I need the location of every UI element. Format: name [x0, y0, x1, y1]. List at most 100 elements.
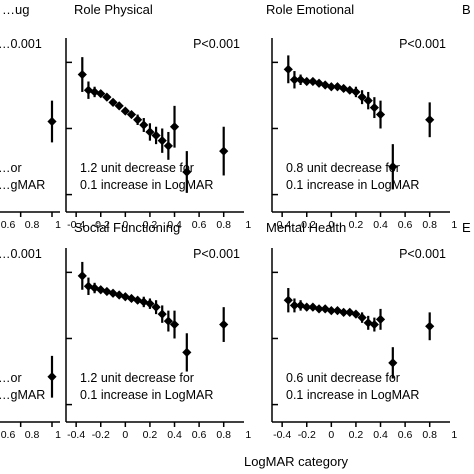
x-tick-label: 0.8 — [422, 219, 437, 231]
panel-right-bottom: E — [462, 220, 471, 235]
data-point — [357, 313, 367, 323]
data-point — [332, 306, 343, 316]
x-tick-label: 0.2 — [349, 429, 364, 441]
x-tick-label: 0.2 — [143, 219, 158, 231]
data-point — [77, 271, 87, 281]
data-point — [339, 307, 349, 317]
x-tick-label: 0.8 — [216, 219, 231, 231]
data-point — [83, 85, 94, 95]
data-point — [102, 92, 112, 102]
data-point — [375, 109, 386, 120]
p-value-label: …0.001 — [0, 247, 42, 261]
data-point — [375, 314, 386, 324]
data-point — [326, 306, 336, 316]
data-point — [357, 92, 367, 102]
data-point — [157, 309, 167, 319]
x-tick-label: 0.4 — [373, 219, 388, 231]
p-value-label: P<0.001 — [399, 247, 446, 261]
data-point — [289, 300, 300, 311]
data-point — [108, 97, 118, 107]
x-tick-label: 0.2 — [349, 219, 364, 231]
x-tick-label: 0 — [122, 429, 128, 441]
data-point — [314, 304, 324, 314]
annotation-line: 0.1 increase in LogMAR — [80, 178, 213, 192]
panel-title: Role Emotional — [266, 2, 354, 17]
data-point — [182, 167, 192, 177]
data-point — [120, 106, 130, 116]
x-tick-label: -0.4 — [273, 219, 291, 231]
p-value-label: P<0.001 — [193, 247, 240, 261]
data-point — [133, 115, 143, 125]
data-point — [151, 302, 161, 312]
x-tick-label: -0.4 — [67, 219, 85, 231]
data-point — [163, 141, 173, 151]
data-point — [157, 136, 167, 146]
x-tick-label: 0.6 — [398, 429, 413, 441]
x-tick-label: 0.8 — [216, 429, 231, 441]
x-tick-label: 0.4 — [167, 219, 182, 231]
data-point — [139, 120, 149, 130]
panel-title: B — [462, 2, 471, 17]
panel-role-physical: Role Physical -0.4 -0.2 0 0.2 0.4 0.6 0.8 1 P<0.0… — [65, 2, 251, 231]
data-point — [89, 283, 100, 293]
annotation-line: 0.6 unit decrease for — [286, 371, 400, 385]
x-tick-label: 1 — [245, 219, 251, 231]
x-tick-label: 0.2 — [143, 429, 158, 441]
data-point — [425, 115, 435, 125]
panel-mental-health: Mental Health-0.4 -0.2 0 0.2 0.4 0.6 0.8 1P<0.0… — [266, 220, 457, 441]
x-tick-label: 0.4 — [167, 429, 182, 441]
x-tick-label: 0.6 — [1, 219, 16, 231]
x-tick-label: -0.2 — [298, 429, 316, 441]
data-point — [77, 69, 87, 80]
data-point — [145, 127, 155, 137]
x-tick-label: 1 — [55, 429, 61, 441]
data-point — [120, 292, 130, 302]
data-point — [308, 302, 318, 312]
x-tick-label: 0.8 — [422, 429, 437, 441]
data-point — [163, 316, 173, 326]
data-point — [308, 76, 318, 87]
annotation-line: 0.1 increase in LogMAR — [286, 178, 419, 192]
x-axis-title: LogMAR category — [244, 454, 349, 469]
data-point — [145, 299, 155, 309]
x-tick-label: 0 — [122, 219, 128, 231]
x-tick-label: 1 — [451, 219, 457, 231]
panel-right-top: B — [462, 2, 471, 17]
p-value-label: P<0.001 — [193, 37, 240, 51]
data-point — [351, 309, 361, 319]
x-tick-label: 0.6 — [398, 219, 413, 231]
x-tick-label: -0.2 — [298, 219, 316, 231]
data-point — [326, 82, 336, 92]
data-point — [302, 302, 312, 312]
data-point — [126, 109, 137, 120]
panel-title: Social Functioning — [74, 220, 180, 235]
panel-left-top: …ug 0.6 0.8 1 …0.001 …or …gMAR — [0, 2, 61, 231]
data-point — [169, 122, 180, 132]
annotation-line: 1.2 unit decrease for — [80, 371, 194, 385]
x-tick-label: 0.8 — [25, 219, 40, 231]
annotation-line: 0.1 increase in LogMAR — [80, 388, 213, 402]
data-point — [96, 89, 106, 99]
data-point — [47, 372, 57, 382]
data-point — [219, 319, 229, 330]
data-point — [302, 76, 312, 87]
annotation-line: …or — [0, 371, 22, 385]
data-point — [425, 321, 435, 331]
annotation-line: …or — [0, 161, 22, 175]
data-point — [388, 162, 398, 172]
annotation-line: …gMAR — [0, 388, 45, 402]
data-point — [47, 116, 57, 127]
panel-social-functioning: Social Functioning-0.4 -0.2 0 0.2 0.4 0.6 0.8 1… — [65, 220, 251, 441]
x-tick-label: 1 — [245, 429, 251, 441]
x-tick-label: 0.6 — [192, 429, 207, 441]
annotation-line: 0.8 unit decrease for — [286, 161, 400, 175]
data-point — [369, 103, 379, 113]
data-point — [182, 347, 192, 357]
data-point — [369, 319, 379, 330]
x-tick-label: 0 — [328, 219, 334, 231]
data-point — [169, 319, 180, 330]
x-tick-label: -0.4 — [67, 429, 85, 441]
data-point — [351, 87, 361, 97]
x-tick-label: -0.2 — [92, 219, 110, 231]
